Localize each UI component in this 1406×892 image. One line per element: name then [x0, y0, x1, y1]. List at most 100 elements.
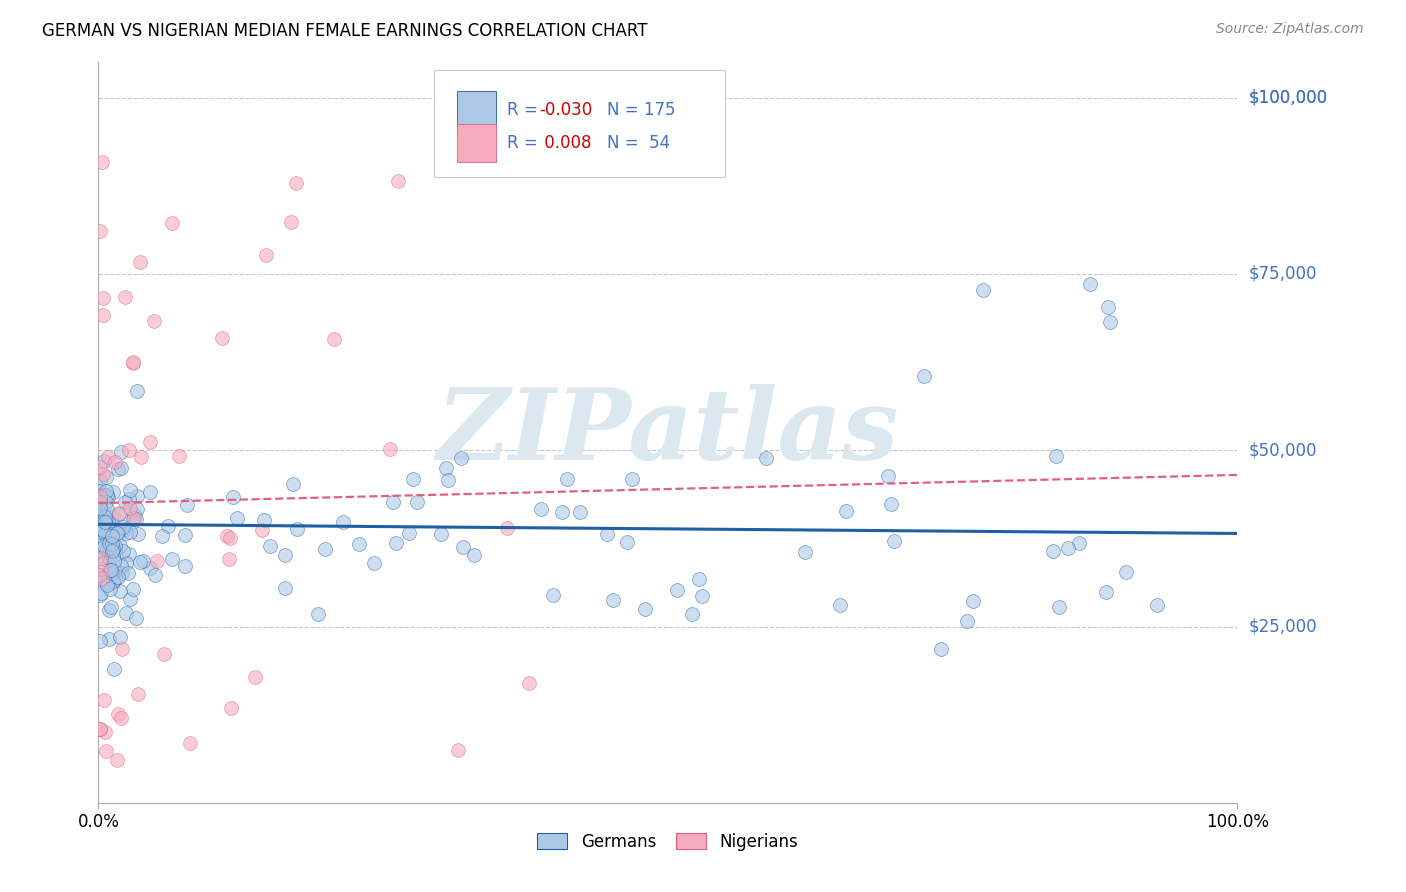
Point	[551, 505, 574, 519]
Point	[112, 544, 135, 558]
Point	[98, 582, 121, 596]
Point	[98, 603, 121, 617]
Point	[101, 574, 124, 588]
Text: N = 175: N = 175	[607, 101, 676, 119]
Point	[101, 509, 124, 524]
Point	[114, 495, 136, 509]
Point	[108, 507, 131, 521]
Point	[118, 547, 141, 561]
Point	[398, 525, 420, 540]
Point	[793, 545, 815, 559]
Point	[104, 455, 127, 469]
Point	[93, 488, 115, 502]
Point	[91, 522, 114, 536]
Point	[94, 483, 117, 498]
Point	[150, 529, 173, 543]
Point	[122, 511, 145, 525]
Point	[91, 467, 114, 482]
Point	[139, 561, 162, 575]
Point	[259, 539, 281, 553]
Point	[1067, 536, 1090, 550]
Point	[94, 575, 117, 590]
Text: 0.008: 0.008	[538, 134, 592, 153]
Point	[215, 529, 238, 543]
Point	[162, 216, 184, 230]
Point	[252, 523, 274, 537]
Point	[93, 693, 115, 707]
Point	[114, 607, 136, 621]
Point	[89, 722, 111, 736]
Point	[955, 615, 977, 629]
Point	[285, 176, 308, 190]
Point	[120, 483, 142, 497]
Point	[101, 544, 124, 558]
Text: $100,000: $100,000	[1249, 88, 1327, 107]
Point	[254, 248, 277, 262]
Point	[91, 538, 114, 552]
Point	[127, 527, 149, 541]
Point	[98, 526, 121, 541]
Point	[117, 566, 139, 580]
Point	[93, 725, 115, 739]
Point	[274, 548, 297, 562]
Point	[274, 581, 297, 595]
Point	[176, 498, 198, 512]
Point	[89, 528, 111, 542]
Point	[530, 502, 553, 516]
Point	[1097, 300, 1119, 314]
Point	[107, 462, 129, 476]
Point	[103, 554, 125, 568]
Point	[111, 566, 134, 580]
Point	[912, 369, 935, 384]
Point	[883, 534, 905, 549]
Point	[596, 526, 619, 541]
Point	[89, 495, 111, 509]
Point	[101, 484, 124, 499]
Point	[101, 529, 124, 543]
Point	[307, 607, 329, 621]
Point	[156, 519, 179, 533]
Point	[110, 461, 132, 475]
Point	[94, 515, 117, 529]
Point	[834, 504, 856, 518]
Text: -0.030: -0.030	[538, 101, 592, 119]
Point	[93, 541, 115, 556]
Point	[105, 753, 128, 767]
Point	[121, 582, 143, 596]
Point	[89, 723, 111, 737]
Text: ZIPatlas: ZIPatlas	[437, 384, 898, 481]
Point	[97, 538, 120, 552]
Point	[543, 588, 565, 602]
Point	[89, 475, 111, 489]
FancyBboxPatch shape	[457, 124, 496, 162]
Point	[226, 511, 249, 525]
Point	[127, 687, 149, 701]
Point	[453, 540, 475, 554]
Point	[401, 472, 423, 486]
Point	[107, 524, 129, 539]
Point	[97, 450, 120, 464]
Point	[1057, 541, 1080, 555]
Point	[90, 561, 112, 575]
Point	[219, 700, 242, 714]
Point	[108, 583, 131, 598]
Point	[555, 472, 578, 486]
Point	[1115, 566, 1137, 580]
Text: $75,000: $75,000	[1249, 265, 1317, 283]
Point	[125, 611, 148, 625]
Point	[107, 706, 129, 721]
Point	[347, 537, 370, 551]
Point	[96, 488, 118, 502]
Point	[139, 485, 162, 500]
Point	[450, 451, 472, 466]
Point	[243, 670, 266, 684]
FancyBboxPatch shape	[434, 70, 725, 178]
Point	[110, 559, 132, 574]
Point	[89, 567, 111, 582]
Point	[110, 711, 132, 725]
Point	[89, 588, 111, 602]
Point	[96, 541, 118, 556]
Point	[91, 504, 114, 518]
Point	[91, 524, 114, 538]
Point	[962, 593, 984, 607]
